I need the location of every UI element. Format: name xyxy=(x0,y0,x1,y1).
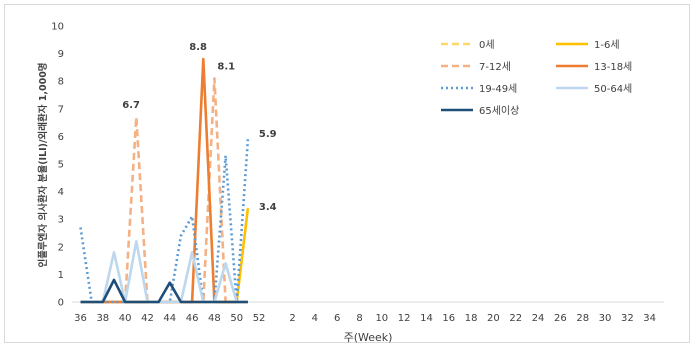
x-tick-label: 4 xyxy=(312,313,318,324)
legend-label-3: 13-18세 xyxy=(594,61,632,73)
y-tick-label: 0 xyxy=(58,298,64,309)
x-tick-label: 26 xyxy=(554,313,567,324)
x-tick-label: 36 xyxy=(74,313,87,324)
x-tick-label: 16 xyxy=(442,313,455,324)
x-axis-title: 주(Week) xyxy=(344,331,393,344)
legend-label-5: 50-64세 xyxy=(594,83,632,95)
x-tick-label: 14 xyxy=(420,313,433,324)
y-tick-label: 5 xyxy=(58,160,64,171)
data-label: 6.7 xyxy=(122,100,140,111)
series-lines xyxy=(79,57,250,304)
x-tick-label: 6 xyxy=(334,313,340,324)
x-tick-label: 44 xyxy=(163,313,176,324)
x-tick-label: 12 xyxy=(398,313,411,324)
x-tick-label: 34 xyxy=(643,313,656,324)
series-line-5 xyxy=(80,240,248,304)
x-tick-label: 18 xyxy=(465,313,478,324)
y-axis-title: 인플루엔자 의사환자 분율(ILI)/외래환자 1,000명 xyxy=(37,62,49,267)
x-tick-label: 52 xyxy=(253,313,266,324)
legend-label-6: 65세이상 xyxy=(479,105,519,117)
data-label: 5.9 xyxy=(259,129,277,140)
y-tick-label: 2 xyxy=(58,242,64,253)
data-label: 3.4 xyxy=(259,202,277,213)
x-tick-label: 20 xyxy=(487,313,500,324)
x-tick-label: 38 xyxy=(96,313,109,324)
legend-label-0: 0세 xyxy=(479,39,495,51)
y-tick-label: 7 xyxy=(58,104,64,115)
data-labels: 6.7 8.8 8.1 5.9 3.4 xyxy=(122,42,276,213)
x-tick-label: 22 xyxy=(509,313,522,324)
legend: 0세 1-6세 7-12세 13-18세 19-49세 50-64세 65세이상 xyxy=(441,39,632,117)
y-tick-label: 8 xyxy=(58,77,64,88)
x-tick-label: 24 xyxy=(532,313,545,324)
x-tick-label: 10 xyxy=(375,313,388,324)
legend-label-4: 19-49세 xyxy=(479,83,517,95)
x-tick-label: 32 xyxy=(621,313,634,324)
data-label: 8.8 xyxy=(189,42,207,53)
y-tick-label: 4 xyxy=(58,187,64,198)
series-line-6 xyxy=(80,278,248,304)
x-tick-label: 40 xyxy=(119,313,132,324)
y-tick-label: 1 xyxy=(58,270,64,281)
x-tick-label: 42 xyxy=(141,313,154,324)
x-tick-label: 50 xyxy=(230,313,243,324)
data-label: 8.1 xyxy=(217,61,235,72)
x-tick-label: 48 xyxy=(208,313,221,324)
x-tick-label: 28 xyxy=(576,313,589,324)
legend-label-2: 7-12세 xyxy=(479,61,511,73)
legend-label-1: 1-6세 xyxy=(594,39,620,51)
y-tick-label: 3 xyxy=(58,215,64,226)
y-tick-label: 6 xyxy=(58,132,64,143)
y-axis-title-text: 인플루엔자 의사환자 분율(ILI)/외래환자 1,000명 xyxy=(37,62,49,267)
x-tick-label: 8 xyxy=(356,313,362,324)
y-tick-label: 10 xyxy=(51,22,64,33)
x-tick-label: 2 xyxy=(289,313,295,324)
x-tick-label: 46 xyxy=(186,313,199,324)
x-tick-label: 30 xyxy=(599,313,612,324)
y-tick-label: 9 xyxy=(58,49,64,60)
